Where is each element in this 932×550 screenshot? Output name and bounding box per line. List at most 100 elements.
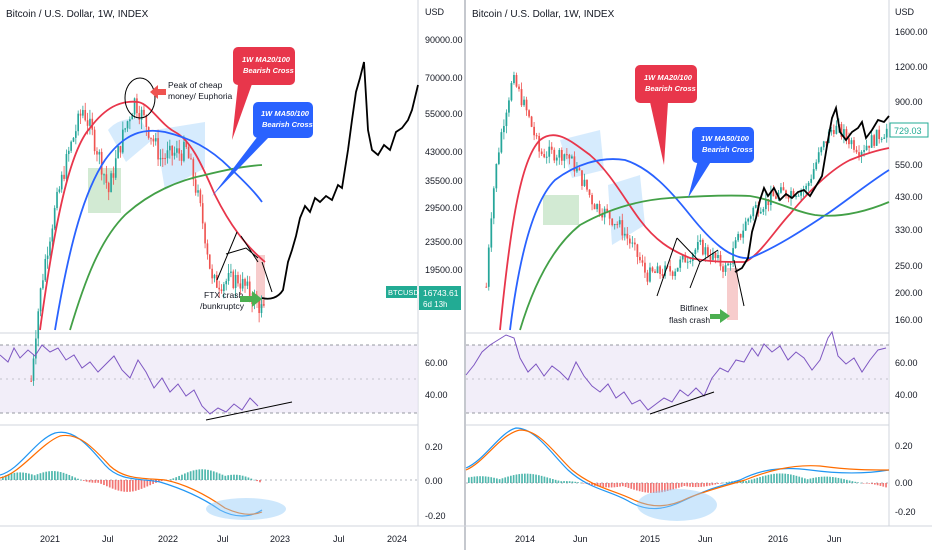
candle-body: [593, 204, 596, 210]
right-ma-blue-line: [509, 158, 890, 331]
candle-body: [42, 280, 44, 289]
histogram-bar: [501, 478, 504, 483]
right-time-tick: Jun: [698, 534, 713, 544]
histogram-bar: [97, 480, 100, 483]
histogram-bar: [742, 480, 745, 483]
candle-body: [775, 196, 777, 199]
histogram-bar: [694, 483, 697, 488]
histogram-bar: [85, 480, 88, 482]
candle-body: [742, 230, 745, 238]
histogram-bar: [233, 474, 235, 480]
candle-body: [883, 137, 886, 139]
histogram-bar: [689, 483, 691, 487]
histogram-bar: [753, 478, 756, 483]
candle-body: [77, 113, 79, 132]
histogram-bar: [504, 477, 507, 483]
histogram-bar: [871, 483, 873, 485]
left-red-bubble-text: 1W MA20/100 Bearish Cross: [242, 55, 294, 75]
candle-body: [707, 247, 709, 256]
candle-body: [143, 109, 145, 116]
candle-body: [868, 145, 870, 148]
candle-body: [654, 271, 656, 273]
histogram-bar: [51, 471, 53, 480]
histogram-bar: [722, 482, 725, 484]
candle-body: [187, 147, 190, 159]
histogram-bar: [552, 479, 554, 483]
candle-body: [131, 114, 134, 120]
histogram-bar: [762, 476, 764, 483]
histogram-bar: [484, 476, 487, 483]
histogram-bar: [473, 476, 476, 483]
candle-body: [490, 218, 493, 248]
price-value: 16743.61: [423, 288, 459, 298]
candle-body: [216, 274, 218, 288]
candle-body: [815, 162, 818, 170]
histogram-bar: [577, 482, 579, 483]
candle-body: [223, 284, 225, 292]
right-macd-line: [465, 427, 890, 510]
histogram-bar: [647, 483, 649, 493]
histogram-bar: [100, 480, 102, 484]
candle-body: [608, 211, 611, 219]
candle-body: [611, 218, 614, 226]
left-red-bubble: 1W MA20/100 Bearish Cross: [232, 47, 295, 140]
histogram-bar: [149, 480, 152, 486]
histogram-bar: [759, 477, 761, 483]
histogram-bar: [672, 483, 675, 490]
candle-body: [199, 190, 202, 204]
candle-body: [46, 255, 49, 259]
candle-body: [674, 271, 677, 277]
candle-body: [792, 190, 795, 198]
candle-body: [70, 141, 72, 151]
histogram-bar: [748, 480, 750, 483]
bar-countdown: 6d 13h: [423, 300, 447, 309]
right-time-tick: 2016: [768, 534, 788, 544]
candle-body: [171, 145, 173, 156]
histogram-bar: [250, 478, 253, 480]
histogram-bar: [259, 480, 261, 483]
candle-body: [260, 304, 263, 314]
right-price-tick: 250.00: [895, 261, 923, 271]
candle-body: [237, 274, 239, 284]
histogram-bar: [106, 480, 108, 487]
histogram-bar: [476, 476, 479, 483]
histogram-bar: [88, 480, 91, 483]
candle-body: [515, 75, 518, 87]
left-time-tick: Jul: [102, 534, 114, 544]
left-blue-bubble-text: 1W MA50/100 Bearish Cross: [261, 109, 313, 129]
candle-body: [621, 220, 624, 236]
histogram-bar: [678, 483, 680, 488]
right-ma-green-line: [519, 194, 890, 331]
left-time-tick: Jul: [217, 534, 229, 544]
right-chart-title: Bitcoin / U.S. Dollar, 1W, INDEX: [472, 9, 615, 20]
candle-body: [105, 174, 108, 183]
histogram-bar: [848, 480, 851, 483]
candle-body: [138, 113, 141, 120]
histogram-bar: [697, 483, 700, 488]
candle-body: [696, 242, 699, 250]
candle-body: [37, 311, 40, 339]
candle-body: [63, 174, 65, 179]
histogram-bar: [610, 483, 613, 488]
histogram-bar: [636, 483, 638, 491]
histogram-bar: [851, 481, 854, 483]
histogram-bar: [507, 476, 509, 483]
candle-body: [500, 132, 503, 153]
candle-body: [880, 138, 883, 140]
candle-body: [227, 272, 230, 281]
histogram-bar: [549, 478, 551, 483]
histogram-bar: [195, 469, 198, 480]
histogram-bar: [571, 481, 574, 483]
histogram-bar: [885, 483, 887, 488]
histogram-bar: [524, 473, 526, 483]
histogram-bar: [865, 483, 868, 484]
candle-body: [790, 190, 792, 199]
candle-body: [870, 135, 873, 148]
histogram-bar: [210, 470, 212, 480]
histogram-bar: [526, 473, 529, 483]
histogram-bar: [152, 480, 154, 484]
candle-body: [67, 150, 70, 155]
candle-body: [495, 163, 498, 189]
histogram-bar: [470, 476, 473, 483]
